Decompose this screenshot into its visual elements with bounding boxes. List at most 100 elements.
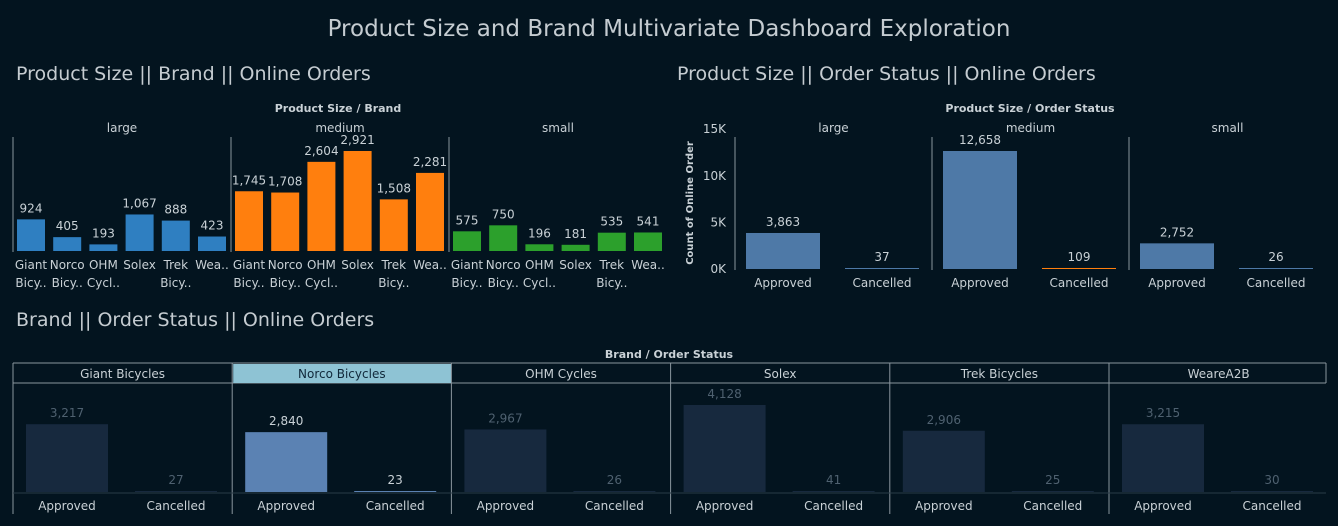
data-label: 2,967 bbox=[488, 411, 522, 425]
x-tick-label: Bicy.. bbox=[52, 276, 83, 290]
bar-medium-approved bbox=[943, 151, 1017, 269]
data-label: 1,745 bbox=[232, 173, 266, 187]
data-label: 1,708 bbox=[268, 175, 302, 189]
data-label: 750 bbox=[492, 207, 515, 221]
panel-header-large: large bbox=[107, 121, 137, 135]
dashboard-title: Product Size and Brand Multivariate Dash… bbox=[327, 16, 1011, 42]
x-tick-label: OHM bbox=[307, 258, 336, 272]
data-label: 2,752 bbox=[1160, 225, 1194, 239]
bar-large-trek-bicy bbox=[161, 220, 190, 251]
x-tick-label: Solex bbox=[559, 258, 592, 272]
x-tick-label: Solex bbox=[341, 258, 374, 272]
bar-large-ohm-cycl bbox=[89, 244, 118, 251]
x-tick-label: Approved bbox=[38, 499, 96, 513]
bar-large-giant-bicy bbox=[17, 219, 45, 251]
bar-solex-cancelled bbox=[792, 491, 875, 492]
bar-large-cancelled bbox=[845, 268, 919, 269]
x-tick-label: Trek bbox=[163, 258, 189, 272]
x-tick-label: Trek bbox=[599, 258, 625, 272]
x-tick-label: Approved bbox=[257, 499, 315, 513]
x-tick-label: Cancelled bbox=[1247, 276, 1306, 290]
x-tick-label: Approved bbox=[477, 499, 535, 513]
data-label: 3,215 bbox=[1146, 406, 1180, 420]
bar-ohm-cycles-cancelled bbox=[573, 491, 656, 492]
x-tick-label: Wea.. bbox=[631, 258, 665, 272]
x-tick-label: Cancelled bbox=[1023, 499, 1082, 513]
x-tick-label: Approved bbox=[696, 499, 754, 513]
data-label: 27 bbox=[168, 473, 183, 487]
x-tick-label: Cycl.. bbox=[87, 276, 120, 290]
x-tick-label: Approved bbox=[754, 276, 812, 290]
bar-norco-bicycles-cancelled bbox=[354, 491, 437, 492]
panel-header-ohm-cycles: OHM Cycles bbox=[525, 367, 597, 381]
data-label: 4,128 bbox=[707, 387, 741, 401]
data-label: 924 bbox=[20, 201, 43, 215]
panel-header-solex: Solex bbox=[764, 367, 797, 381]
panel-header-norco-bicycles: Norco Bicycles bbox=[298, 367, 386, 381]
bar-small-solex bbox=[561, 244, 590, 251]
bar-trek-bicycles-cancelled bbox=[1011, 491, 1094, 492]
data-label: 2,604 bbox=[304, 144, 338, 158]
x-tick-label: OHM bbox=[525, 258, 554, 272]
x-tick-label: Cancelled bbox=[147, 499, 206, 513]
bar-large-norco-bicy bbox=[53, 237, 82, 251]
data-label: 3,863 bbox=[766, 215, 800, 229]
data-label: 3,217 bbox=[50, 406, 84, 420]
x-tick-label: Cycl.. bbox=[305, 276, 338, 290]
data-label: 30 bbox=[1264, 473, 1279, 487]
x-tick-label: Cancelled bbox=[804, 499, 863, 513]
panel-header-wearea2b: WeareA2B bbox=[1188, 367, 1250, 381]
chart2-header: Product Size / Order Status bbox=[945, 102, 1115, 115]
x-tick-label: Wea.. bbox=[413, 258, 447, 272]
x-tick-label: Cancelled bbox=[1243, 499, 1302, 513]
y-axis-title: Count of Online Order bbox=[685, 141, 696, 265]
panel-header-trek-bicycles: Trek Bicycles bbox=[960, 367, 1038, 381]
x-tick-label: Solex bbox=[123, 258, 156, 272]
bar-small-trek-bicy bbox=[597, 232, 626, 251]
x-tick-label: Bicy.. bbox=[451, 276, 482, 290]
x-tick-label: Bicy.. bbox=[488, 276, 519, 290]
data-label: 2,921 bbox=[340, 133, 374, 147]
x-tick-label: Cancelled bbox=[853, 276, 912, 290]
x-tick-label: Norco bbox=[268, 258, 303, 272]
x-tick-label: Giant bbox=[233, 258, 266, 272]
panel-header-medium: medium bbox=[315, 121, 364, 135]
highlighted-panel-header-bg bbox=[233, 364, 452, 383]
bar-medium-wea bbox=[416, 172, 444, 251]
x-tick-label: Norco bbox=[50, 258, 85, 272]
bar-small-wea bbox=[634, 232, 662, 251]
panel-header-medium: medium bbox=[1006, 121, 1055, 135]
bar-medium-trek-bicy bbox=[379, 199, 408, 251]
bar-medium-norco-bicy bbox=[271, 192, 300, 251]
data-label: 25 bbox=[1045, 473, 1060, 487]
panel-header-small: small bbox=[542, 121, 574, 135]
section-title-status-size: Product Size || Order Status || Online O… bbox=[677, 63, 1096, 85]
chart1-header: Product Size / Brand bbox=[275, 102, 402, 115]
bar-solex-approved bbox=[683, 405, 766, 492]
bar-trek-bicycles-approved bbox=[902, 430, 985, 492]
x-tick-label: Bicy.. bbox=[596, 276, 627, 290]
x-tick-label: Cancelled bbox=[1050, 276, 1109, 290]
x-tick-label: Bicy.. bbox=[270, 276, 301, 290]
bar-wearea2b-approved bbox=[1122, 424, 1204, 492]
x-tick-label: Bicy.. bbox=[15, 276, 46, 290]
bar-small-giant-bicy bbox=[453, 231, 481, 251]
x-tick-label: Norco bbox=[486, 258, 521, 272]
data-label: 2,906 bbox=[927, 413, 961, 427]
data-label: 109 bbox=[1068, 250, 1091, 264]
data-label: 193 bbox=[92, 226, 115, 240]
bar-large-solex bbox=[125, 214, 154, 251]
bar-small-norco-bicy bbox=[489, 225, 518, 251]
y-tick-label: 10K bbox=[703, 169, 727, 183]
chart3-header: Brand / Order Status bbox=[605, 348, 734, 361]
x-tick-label: Cancelled bbox=[366, 499, 425, 513]
bar-medium-solex bbox=[343, 151, 372, 251]
x-tick-label: Cancelled bbox=[585, 499, 644, 513]
data-label: 575 bbox=[456, 213, 479, 227]
bar-small-cancelled bbox=[1239, 268, 1313, 269]
bar-medium-giant-bicy bbox=[235, 191, 263, 251]
data-label: 405 bbox=[56, 219, 79, 233]
data-label: 37 bbox=[874, 250, 889, 264]
panel-header-large: large bbox=[818, 121, 848, 135]
